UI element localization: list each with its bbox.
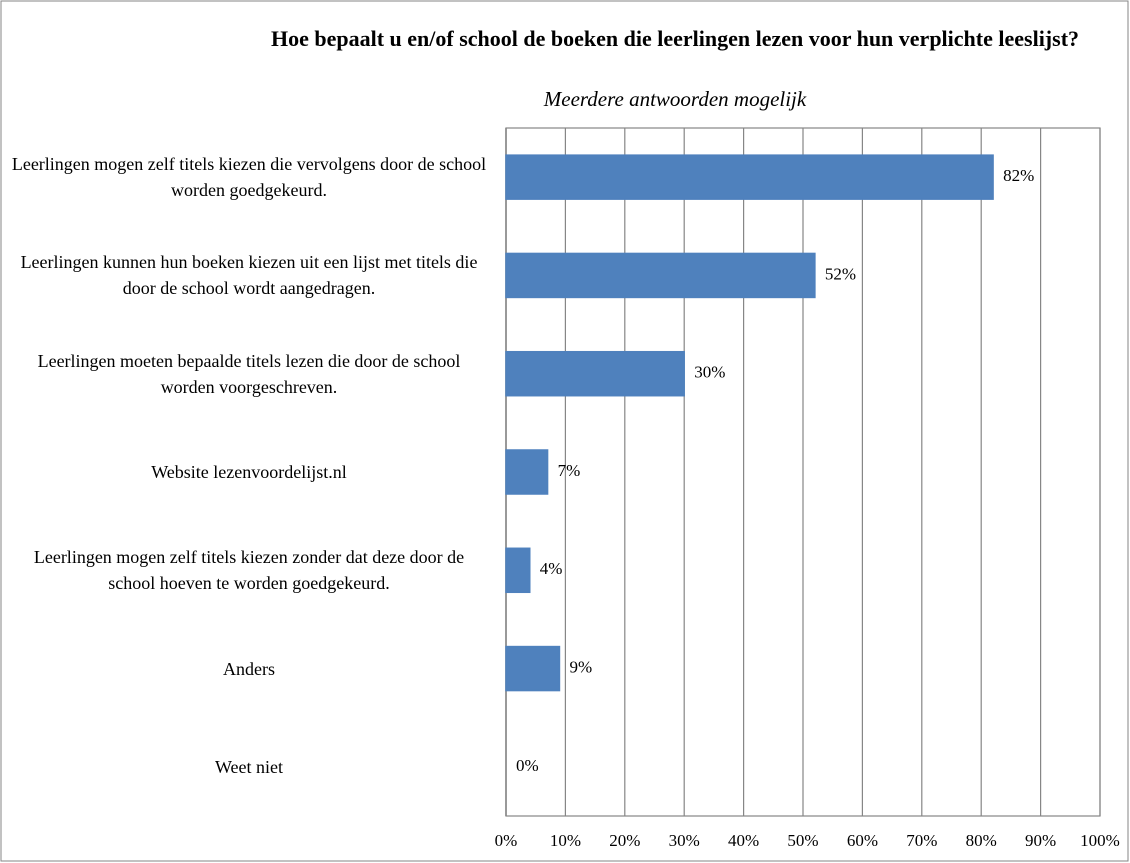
y-tick-label: Anders <box>223 658 275 679</box>
y-tick-label: Website lezenvoordelijst.nl <box>151 461 347 482</box>
y-tick-label: Leerlingen mogen zelf titels kiezen zond… <box>33 547 465 594</box>
x-tick-label: 50% <box>787 831 818 850</box>
bar <box>505 449 549 495</box>
bar <box>505 350 685 397</box>
data-label: 4% <box>540 559 563 578</box>
x-tick-label: 20% <box>609 831 640 850</box>
data-label: 52% <box>825 264 856 283</box>
y-tick-label: Leerlingen moeten bepaalde titels lezen … <box>37 350 461 397</box>
bar <box>505 547 531 594</box>
chart-title-box: Hoe bepaalt u en/of school de boeken die… <box>270 26 1080 51</box>
x-tick-label: 10% <box>550 831 581 850</box>
x-tick-label: 90% <box>1025 831 1056 850</box>
y-tick-label-box: Website lezenvoordelijst.nl <box>10 423 488 521</box>
y-tick-label-box: Anders <box>10 619 488 717</box>
y-tick-label: Weet niet <box>214 756 284 777</box>
chart-subtitle: Meerdere antwoorden mogelijk <box>543 87 807 111</box>
bar <box>505 154 994 200</box>
chart-title: Hoe bepaalt u en/of school de boeken die… <box>270 26 1080 51</box>
data-label: 82% <box>1003 166 1034 185</box>
data-label: 0% <box>516 756 539 775</box>
x-tick-label: 0% <box>495 831 518 850</box>
x-tick-label: 40% <box>728 831 759 850</box>
y-tick-label: Leerlingen mogen zelf titels kiezen die … <box>11 154 487 201</box>
x-tick-label: 80% <box>966 831 997 850</box>
x-tick-label: 60% <box>847 831 878 850</box>
y-tick-label-box: Leerlingen mogen zelf titels kiezen zond… <box>10 521 488 619</box>
bar <box>505 252 816 299</box>
data-label: 9% <box>569 657 592 676</box>
x-tick-label: 100% <box>1080 831 1120 850</box>
y-tick-label-box: Leerlingen moeten bepaalde titels lezen … <box>10 325 488 423</box>
y-tick-label-box: Weet niet <box>10 718 488 816</box>
x-tick-label: 30% <box>669 831 700 850</box>
data-label: 30% <box>694 363 725 382</box>
x-tick-label: 70% <box>906 831 937 850</box>
y-tick-label-box: Leerlingen kunnen hun boeken kiezen uit … <box>10 226 488 324</box>
y-tick-label: Leerlingen kunnen hun boeken kiezen uit … <box>20 252 478 299</box>
y-tick-label-box: Leerlingen mogen zelf titels kiezen die … <box>10 128 488 226</box>
data-label: 7% <box>558 461 581 480</box>
bar <box>505 645 561 692</box>
